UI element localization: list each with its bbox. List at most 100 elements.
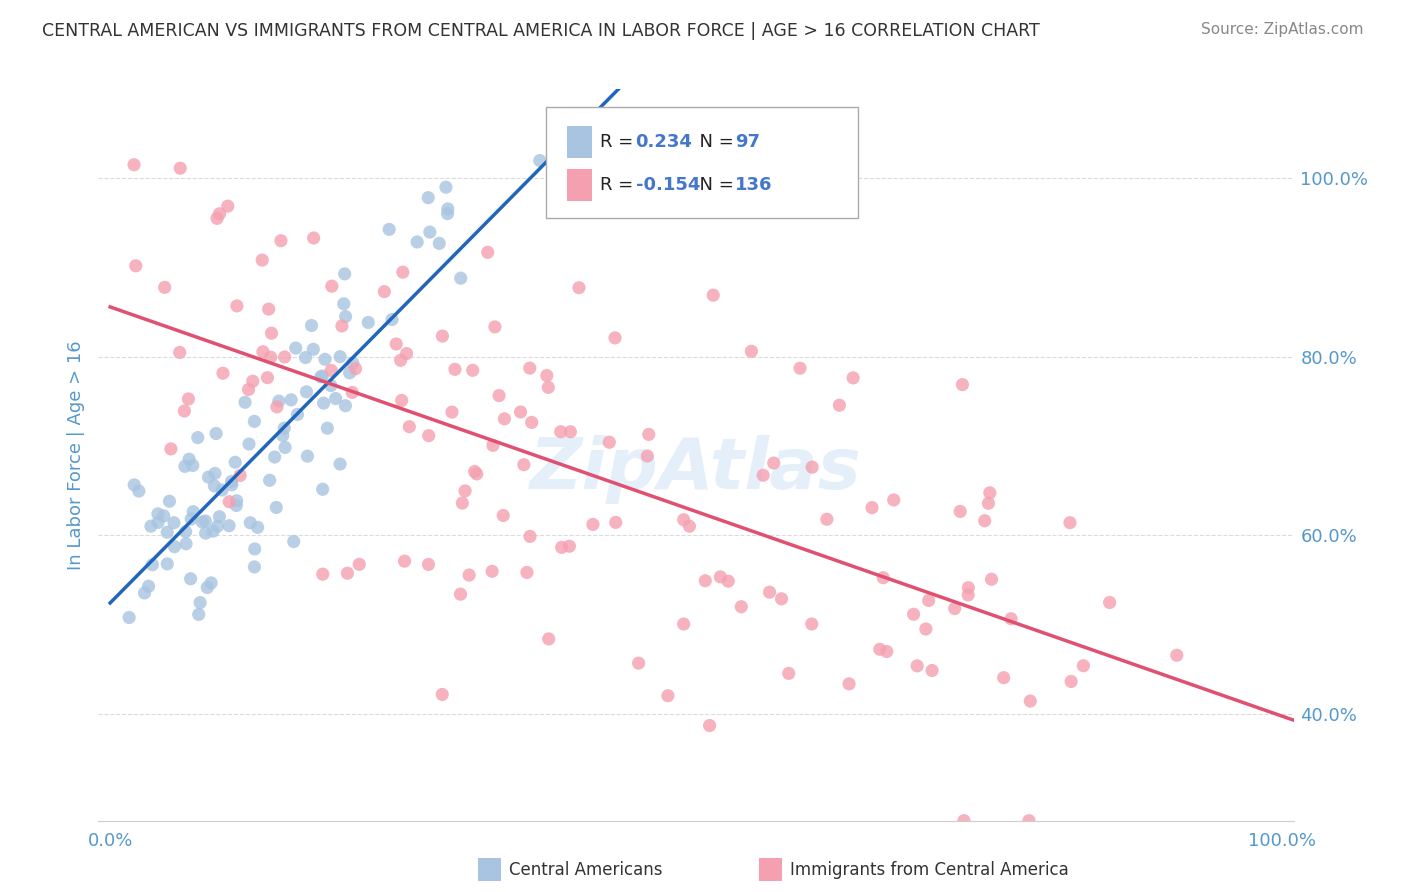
Text: ZipAtlas: ZipAtlas [530, 435, 862, 504]
Point [550, 541, 572, 555]
Point [217, 199, 239, 213]
Point [519, 529, 541, 543]
Point [169, 345, 191, 359]
Point [169, 161, 191, 176]
Point [274, 441, 297, 455]
Point [243, 414, 266, 428]
Point [943, 601, 966, 615]
Point [273, 421, 295, 435]
Point [520, 416, 543, 430]
Point [481, 564, 503, 578]
Point [122, 158, 145, 172]
Point [212, 366, 235, 380]
Point [702, 288, 724, 302]
Point [977, 496, 1000, 510]
Point [221, 475, 243, 489]
Point [917, 593, 939, 607]
Text: 0.234: 0.234 [636, 133, 692, 151]
Point [333, 267, 356, 281]
Point [239, 516, 262, 530]
Point [883, 492, 905, 507]
Point [482, 438, 505, 452]
Point [717, 574, 740, 589]
Point [181, 505, 204, 519]
Point [637, 427, 659, 442]
Point [335, 310, 357, 324]
Point [181, 458, 204, 473]
Point [139, 519, 162, 533]
Point [316, 421, 339, 435]
Point [437, 202, 460, 216]
Point [762, 456, 785, 470]
Point [519, 361, 541, 376]
Point [297, 449, 319, 463]
Point [309, 369, 332, 384]
Point [477, 245, 499, 260]
Point [342, 385, 364, 400]
Point [838, 677, 860, 691]
Point [465, 467, 488, 481]
Point [752, 468, 775, 483]
Point [464, 465, 486, 479]
Point [256, 370, 278, 384]
Point [321, 279, 343, 293]
Point [516, 566, 538, 580]
Point [174, 537, 197, 551]
Point [636, 449, 658, 463]
Point [1019, 694, 1042, 708]
Point [842, 371, 865, 385]
Point [378, 222, 401, 236]
Point [177, 392, 200, 406]
Point [979, 486, 1001, 500]
Point [156, 525, 179, 540]
Point [695, 574, 717, 588]
Text: Immigrants from Central America: Immigrants from Central America [790, 861, 1069, 879]
Point [233, 395, 256, 409]
Point [953, 814, 976, 828]
Point [758, 585, 780, 599]
Point [778, 666, 800, 681]
Point [243, 560, 266, 574]
Point [828, 398, 851, 412]
Point [915, 622, 938, 636]
Point [283, 534, 305, 549]
Point [335, 399, 357, 413]
Point [246, 520, 269, 534]
Point [800, 617, 823, 632]
Point [582, 517, 605, 532]
Point [329, 457, 352, 471]
Point [287, 408, 309, 422]
Point [177, 452, 200, 467]
Point [432, 688, 454, 702]
Point [173, 404, 195, 418]
Point [872, 571, 894, 585]
Point [319, 378, 342, 392]
Point [229, 468, 252, 483]
Point [957, 581, 980, 595]
Point [1098, 595, 1121, 609]
Point [208, 207, 231, 221]
Point [314, 352, 336, 367]
Point [188, 596, 211, 610]
Point [260, 326, 283, 341]
Point [440, 405, 463, 419]
Point [302, 231, 325, 245]
Point [395, 346, 418, 360]
Point [980, 572, 1002, 586]
Point [770, 591, 793, 606]
Point [494, 412, 516, 426]
Point [342, 356, 364, 370]
Point [243, 541, 266, 556]
Point [266, 500, 288, 515]
Point [461, 363, 484, 377]
Point [321, 363, 343, 377]
Point [699, 718, 721, 732]
Point [226, 299, 249, 313]
Point [550, 425, 572, 439]
Point [174, 459, 197, 474]
Point [200, 576, 222, 591]
Point [432, 329, 454, 343]
Point [605, 516, 627, 530]
Point [373, 285, 395, 299]
Point [163, 516, 186, 530]
